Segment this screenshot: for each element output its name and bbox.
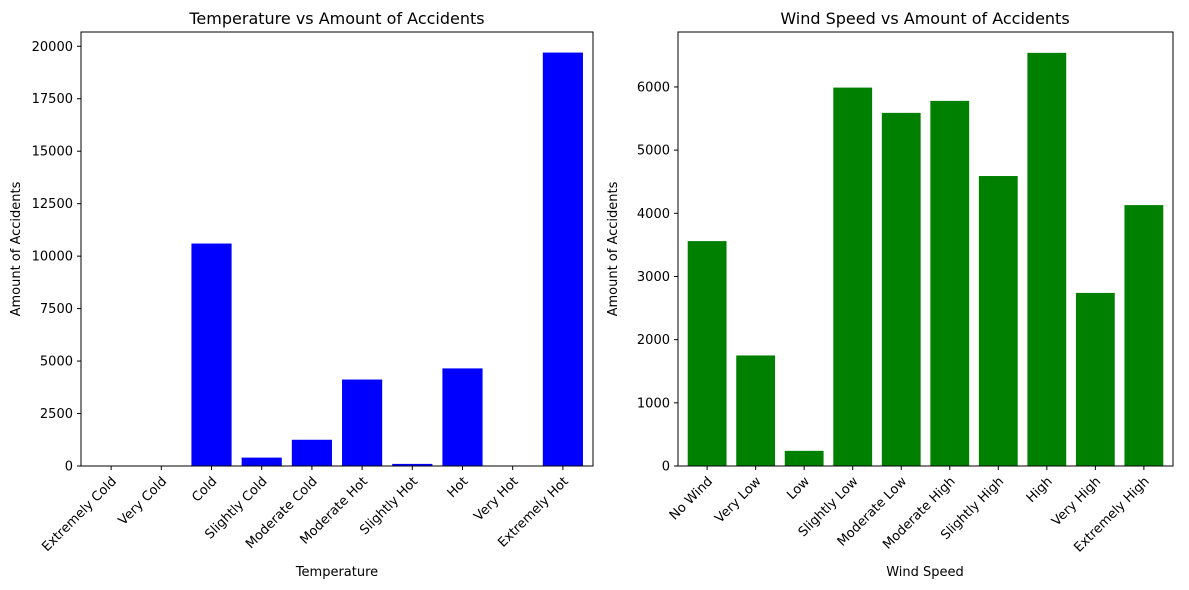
bars	[687, 52, 1164, 467]
y-axis-ticks: 0 2500 5000 7500 10000 12500 15000 17500 20000	[32, 40, 81, 475]
bar-8	[1075, 292, 1115, 466]
bar-7	[1027, 52, 1067, 466]
bar-2	[191, 243, 232, 466]
y-tick-label: 2500	[40, 407, 73, 422]
y-tick-label: 4000	[637, 207, 670, 222]
bar-1	[736, 355, 776, 466]
y-tick-label: 5000	[637, 144, 670, 159]
y-tick-label: 3000	[637, 270, 670, 285]
bar-9	[1124, 205, 1164, 466]
bar-4	[881, 112, 921, 467]
bar-5	[342, 379, 383, 466]
y-tick-label: 0	[65, 460, 73, 475]
y-tick-label: 12500	[32, 197, 73, 212]
plot-frame	[80, 31, 594, 467]
bar-0	[687, 241, 727, 466]
bar-6	[978, 176, 1018, 466]
bar-7	[442, 368, 483, 466]
plot-frame	[677, 31, 1174, 467]
y-tick-label: 17500	[32, 92, 73, 107]
x-axis-label: Wind Speed	[886, 565, 964, 580]
y-tick-label: 2000	[637, 333, 670, 348]
y-axis-ticks: 0 1000 2000 3000 4000 5000 6000	[637, 80, 678, 475]
y-tick-label: 20000	[32, 40, 73, 55]
y-tick-label: 10000	[32, 250, 73, 265]
bar-3	[833, 87, 873, 466]
bar-5	[930, 100, 970, 467]
y-axis-label: Amount of Accidents	[9, 181, 24, 316]
bar-3	[241, 457, 282, 466]
y-tick-label: 1000	[637, 396, 670, 411]
y-axis-label: Amount of Accidents	[606, 181, 621, 316]
chart-title: Temperature vs Amount of Accidents	[188, 9, 484, 28]
y-tick-label: 5000	[40, 355, 73, 370]
bar-4	[291, 439, 332, 466]
chart-title: Wind Speed vs Amount of Accidents	[780, 9, 1069, 28]
x-axis-label: Temperature	[295, 565, 378, 580]
y-tick-label: 6000	[637, 80, 670, 95]
y-tick-label: 7500	[40, 302, 73, 317]
bar-9	[542, 52, 583, 466]
bar-6	[392, 463, 433, 466]
y-tick-label: 0	[662, 460, 670, 475]
bar-2	[784, 450, 824, 466]
y-tick-label: 15000	[32, 145, 73, 160]
bars	[191, 52, 583, 466]
